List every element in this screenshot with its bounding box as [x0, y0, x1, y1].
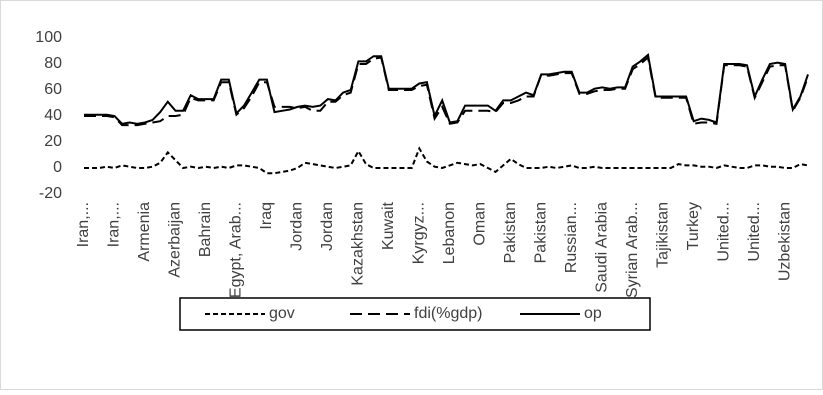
x-tick-label: Jordan [319, 202, 336, 251]
series-line [84, 146, 809, 175]
x-tick-label: Bahrain [197, 202, 214, 257]
x-tick-label: Pakistan [532, 202, 549, 263]
x-tick-label: Kazakhstan [350, 202, 367, 286]
legend-label: gov [269, 305, 295, 322]
x-tick-label: Saudi Arabia [593, 202, 610, 293]
legend-label: fdi(%gdp) [414, 305, 482, 322]
y-tick-label: 20 [44, 133, 62, 150]
x-tick-label: Tajikistan [654, 202, 671, 268]
x-tick-label: Azerbaijan [167, 202, 184, 278]
y-tick-label: -20 [39, 185, 62, 202]
y-tick-label: 60 [44, 81, 62, 98]
x-tick-label: Lebanon [441, 202, 458, 264]
x-tick-label: Iraq [258, 202, 275, 230]
y-tick-label: 0 [53, 159, 62, 176]
legend-label: op [584, 305, 602, 322]
x-tick-label: Iran,... [106, 202, 123, 247]
x-tick-label: United... [746, 202, 763, 262]
y-tick-label: 100 [35, 29, 62, 46]
x-tick-label: Kyrgyz... [411, 202, 428, 264]
x-tick-label: Egypt, Arab... [228, 202, 245, 298]
x-tick-label: Armenia [136, 202, 153, 262]
x-tick-label: Jordan [289, 202, 306, 251]
x-tick-label: Russian... [563, 202, 580, 273]
series-line [84, 53, 809, 125]
x-tick-label: Oman [472, 202, 489, 246]
x-tick-label: Pakistan [502, 202, 519, 263]
x-tick-label: Kuwait [380, 201, 397, 250]
y-tick-label: 80 [44, 55, 62, 72]
x-tick-label: Syrian Arab... [624, 202, 641, 298]
x-tick-label: Uzbekistan [776, 202, 793, 281]
y-tick-label: 40 [44, 107, 62, 124]
x-tick-label: United... [715, 202, 732, 262]
x-tick-label: Iran,... [75, 202, 92, 247]
x-tick-label: Turkey [685, 202, 702, 250]
